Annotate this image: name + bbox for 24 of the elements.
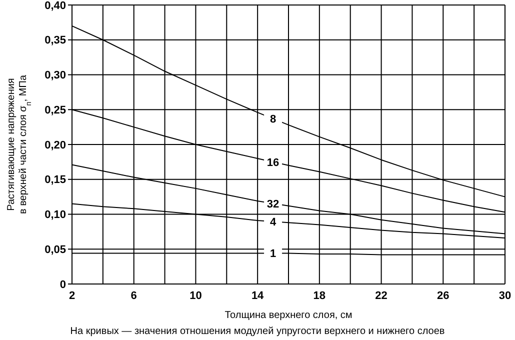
x-tick-label: 22 [375, 290, 388, 302]
series-label: 8 [270, 114, 276, 126]
series-label: 4 [270, 216, 277, 228]
y-tick-label: 0,10 [44, 209, 66, 222]
text: На кривых — значения отношения модулей упругости верхнего и нижнего слоев [70, 326, 445, 337]
series-label: 32 [266, 198, 280, 210]
x-tick-label: 18 [313, 290, 326, 302]
x-tick-label: 30 [498, 290, 512, 302]
y-tick-label: 0,40 [44, 0, 66, 12]
y-tick-label: 0 [60, 278, 66, 291]
x-tick-label: 26 [437, 290, 450, 302]
series-label: 16 [266, 156, 280, 169]
x-tick-label: 14 [251, 290, 265, 302]
y-tick-label: 0,25 [44, 104, 66, 116]
series-label: 1 [270, 248, 276, 260]
x-tick-label: 2 [68, 290, 76, 302]
y-tick-label: 0,30 [44, 70, 66, 82]
x-axis-title: Толщина верхнего слоя, см [224, 310, 352, 321]
y-tick-label: 0,35 [44, 34, 66, 47]
y-tick-label: 0,15 [44, 174, 66, 186]
x-tick-label: 10 [190, 290, 202, 302]
y-tick-label: 0,05 [44, 244, 66, 256]
y-tick-label: 0,20 [44, 139, 66, 152]
x-tick-label: 6 [130, 290, 137, 302]
